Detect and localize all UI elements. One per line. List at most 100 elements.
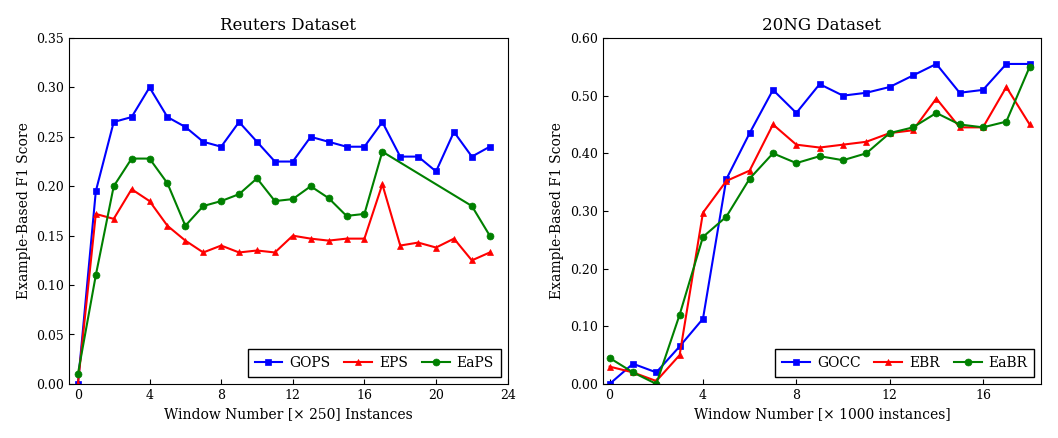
GOCC: [977, 87, 989, 92]
GOCC: [814, 81, 826, 87]
EPS: [179, 238, 191, 243]
GOCC: [953, 90, 966, 95]
EaPS: [323, 195, 335, 201]
GOPS: [269, 159, 281, 164]
EaPS: [107, 184, 120, 189]
EaBR: [673, 312, 686, 318]
EaBR: [626, 370, 639, 375]
Y-axis label: Example-Based F1 Score: Example-Based F1 Score: [550, 123, 564, 300]
EPS: [448, 236, 460, 241]
Legend: GOCC, EBR, EaBR: GOCC, EBR, EaBR: [776, 349, 1035, 377]
Line: GOCC: GOCC: [606, 60, 1034, 387]
GOCC: [626, 361, 639, 366]
EBR: [696, 210, 709, 215]
EPS: [72, 381, 85, 387]
GOPS: [287, 159, 299, 164]
EaPS: [358, 211, 370, 216]
EBR: [953, 125, 966, 130]
Line: EaBR: EaBR: [606, 64, 1034, 387]
EBR: [907, 127, 919, 133]
GOPS: [323, 139, 335, 145]
GOCC: [1023, 61, 1036, 67]
EBR: [977, 125, 989, 130]
EBR: [744, 168, 756, 173]
GOCC: [837, 93, 850, 98]
EaBR: [883, 131, 896, 136]
EPS: [430, 245, 442, 250]
EPS: [107, 216, 120, 222]
EaBR: [1000, 119, 1013, 124]
GOCC: [767, 87, 780, 92]
EPS: [394, 243, 406, 248]
GOCC: [930, 61, 943, 67]
EaBR: [650, 381, 662, 387]
EBR: [883, 131, 896, 136]
GOCC: [744, 131, 756, 136]
EaBR: [930, 110, 943, 116]
GOPS: [484, 144, 496, 149]
EPS: [341, 236, 353, 241]
EaBR: [696, 234, 709, 240]
GOPS: [125, 114, 138, 120]
GOPS: [233, 120, 245, 125]
EPS: [484, 250, 496, 255]
GOPS: [448, 129, 460, 134]
GOCC: [696, 316, 709, 321]
EBR: [930, 96, 943, 101]
EaBR: [907, 125, 919, 130]
EaPS: [269, 198, 281, 204]
EBR: [790, 142, 803, 147]
Y-axis label: Example-Based F1 Score: Example-Based F1 Score: [17, 123, 31, 300]
GOPS: [107, 120, 120, 125]
GOPS: [412, 154, 424, 159]
GOCC: [883, 85, 896, 90]
Legend: GOPS, EPS, EaPS: GOPS, EPS, EaPS: [248, 349, 500, 377]
EaBR: [860, 151, 873, 156]
EaBR: [837, 158, 850, 163]
GOPS: [430, 169, 442, 174]
EPS: [323, 238, 335, 243]
GOPS: [376, 120, 388, 125]
EBR: [860, 139, 873, 145]
EPS: [143, 198, 156, 204]
GOCC: [650, 370, 662, 375]
EaPS: [125, 156, 138, 161]
EBR: [603, 364, 616, 369]
EPS: [125, 187, 138, 192]
EaPS: [287, 197, 299, 202]
GOPS: [197, 139, 209, 145]
EaPS: [90, 272, 103, 278]
GOPS: [394, 154, 406, 159]
EaPS: [305, 184, 317, 189]
GOCC: [673, 344, 686, 349]
Title: Reuters Dataset: Reuters Dataset: [220, 17, 357, 34]
EaPS: [251, 176, 263, 181]
EaPS: [197, 203, 209, 208]
Line: EPS: EPS: [74, 181, 493, 387]
EBR: [1023, 122, 1036, 127]
EaPS: [466, 203, 478, 208]
EaBR: [767, 151, 780, 156]
GOPS: [305, 134, 317, 139]
EPS: [233, 250, 245, 255]
EaPS: [341, 213, 353, 219]
EPS: [358, 236, 370, 241]
EPS: [269, 250, 281, 255]
GOCC: [907, 73, 919, 78]
EPS: [251, 248, 263, 253]
EaPS: [233, 191, 245, 197]
X-axis label: Window Number [× 1000 instances]: Window Number [× 1000 instances]: [694, 407, 950, 421]
EPS: [412, 240, 424, 245]
EBR: [673, 353, 686, 358]
EPS: [161, 223, 174, 228]
EaPS: [179, 223, 191, 228]
EPS: [376, 182, 388, 187]
EaPS: [215, 198, 227, 204]
EaBR: [953, 122, 966, 127]
EaBR: [744, 176, 756, 181]
EaPS: [376, 149, 388, 154]
EBR: [1000, 85, 1013, 90]
EaBR: [977, 125, 989, 130]
EBR: [650, 378, 662, 384]
EPS: [197, 250, 209, 255]
